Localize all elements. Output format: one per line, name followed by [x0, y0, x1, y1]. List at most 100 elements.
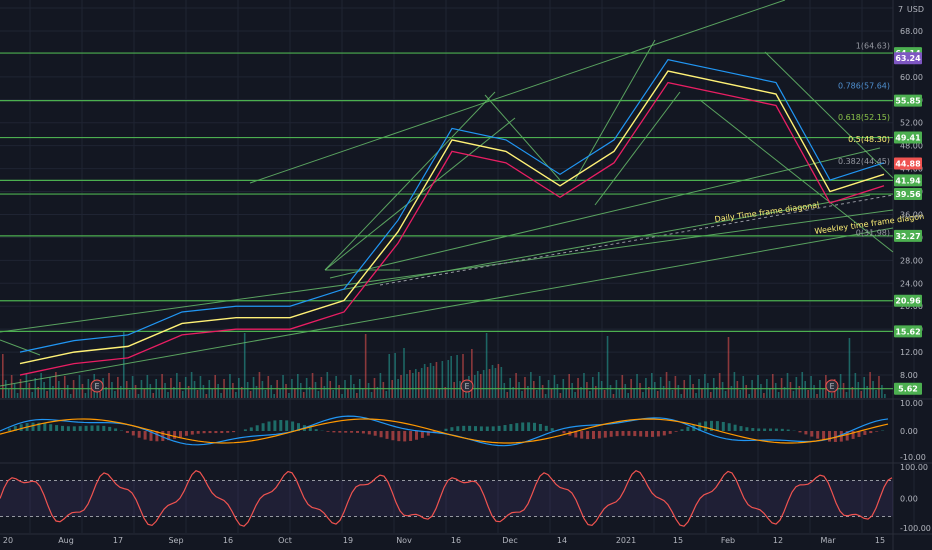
descending-channel-lower[interactable] — [764, 51, 894, 179]
macd-histogram-bar — [686, 426, 690, 431]
trendlines[interactable] — [0, 0, 894, 387]
volume-bar — [583, 373, 585, 398]
price-badge[interactable] — [894, 131, 922, 144]
volume-bar — [795, 377, 798, 398]
volume-bar — [252, 377, 255, 398]
volume-bar — [884, 394, 886, 398]
volume-bar — [485, 333, 488, 398]
volume-bar — [453, 382, 455, 398]
volume-bar — [695, 393, 697, 398]
volume-bar — [152, 393, 155, 398]
time-axis[interactable]: 20 Aug 17 Sep 16 Oct 19 Nov 16 Dec 14 2021 15 Feb 12 Ma… — [3, 536, 885, 545]
volume-bar — [621, 375, 624, 398]
volume-bar — [267, 376, 270, 398]
dashed-diagonal[interactable] — [379, 194, 894, 286]
price-tick-label: 20.00 — [900, 302, 923, 311]
january-trend-line[interactable] — [594, 91, 681, 206]
volume-bar — [677, 385, 680, 398]
volume-bar — [58, 381, 60, 398]
ema-mid-line — [19, 70, 885, 365]
descending-channel-upper[interactable] — [699, 99, 894, 253]
macd-histogram-bar — [415, 431, 418, 440]
volume-bar — [258, 372, 261, 398]
macd-histogram-bar — [468, 425, 472, 431]
early-trend-line[interactable] — [0, 339, 41, 356]
volume-bar — [270, 385, 273, 398]
volume-bar — [161, 374, 163, 398]
volume-bar — [656, 391, 659, 398]
macd-histogram-bar — [43, 423, 47, 431]
volume-bar — [866, 386, 868, 398]
volume-bar — [114, 391, 116, 398]
volume-bar — [783, 387, 786, 398]
macd-histogram-bar — [763, 428, 767, 431]
price-badge[interactable] — [894, 325, 922, 338]
volume-bar — [479, 374, 482, 398]
volume-bar — [671, 390, 674, 398]
macd-histogram-bar — [243, 429, 247, 431]
volume-bar — [420, 368, 423, 398]
macd-histogram-bar — [338, 431, 342, 433]
volume-bar — [385, 391, 388, 398]
currency-label: USD — [907, 5, 924, 14]
macd-histogram-bar — [273, 420, 277, 431]
volume-bar — [869, 372, 871, 398]
macd-histogram-bar — [214, 431, 218, 434]
volume-bar — [317, 391, 320, 398]
volume-bar — [229, 374, 231, 398]
volume-bar — [488, 369, 491, 398]
volume-bar — [214, 375, 216, 398]
earnings-marker-icon[interactable] — [460, 379, 474, 393]
volume-bar — [724, 391, 727, 398]
macd-histogram-bar — [391, 431, 395, 441]
volume-bar — [653, 382, 656, 398]
volume-bar — [860, 391, 863, 398]
price-badge-label: 32.27 — [895, 232, 920, 241]
price-badge[interactable] — [894, 174, 922, 187]
price-tick-label: 8.00 — [900, 371, 918, 380]
time-tick-label: Aug — [58, 536, 74, 545]
macd-histogram-bar — [857, 431, 861, 437]
price-badge[interactable] — [894, 157, 922, 170]
price-badge[interactable] — [894, 94, 922, 107]
price-badge[interactable] — [894, 188, 922, 201]
price-badge[interactable] — [894, 382, 922, 395]
volume-bar — [190, 372, 193, 398]
macd-histogram-bar — [851, 431, 855, 439]
volume-bar — [497, 364, 500, 398]
macd-histogram-bar — [49, 424, 53, 431]
volume-bar — [314, 382, 317, 398]
price-badge[interactable] — [894, 294, 922, 307]
price-badge[interactable] — [894, 229, 922, 242]
earnings-marker-icon[interactable] — [825, 379, 839, 393]
volume-bar — [645, 378, 647, 398]
price-badge-label: 20.96 — [895, 297, 921, 306]
volume-bar — [624, 384, 627, 398]
macd-histogram-bar — [497, 425, 501, 431]
macd-histogram-bar — [332, 431, 336, 433]
macd-tick-label: -10.00 — [900, 453, 926, 462]
support-resistance-lines[interactable] — [0, 52, 893, 390]
oscillator-band — [0, 480, 893, 517]
macd-histogram-bar — [698, 422, 702, 431]
volume-bar — [255, 386, 258, 398]
volume-bar — [606, 336, 609, 398]
price-badge[interactable] — [894, 52, 922, 65]
upper-channel-line[interactable] — [249, 0, 786, 184]
price-badge-label: 39.56 — [895, 190, 921, 199]
fan-line-lower[interactable] — [339, 194, 871, 291]
price-axis[interactable]: USD768.0060.0056.0052.0048.0044.0040.003… — [894, 5, 931, 533]
volume-bar — [659, 377, 662, 398]
macd-histogram-bar — [810, 431, 814, 437]
volume-bar — [807, 390, 809, 398]
earnings-marker-icon[interactable] — [90, 379, 104, 393]
volume-bar — [249, 391, 252, 398]
macd-histogram-bar — [397, 431, 401, 442]
volume-bar — [521, 391, 523, 398]
volume-bar — [367, 383, 370, 398]
lower-channel-line[interactable] — [0, 227, 894, 387]
macd-histogram-bar — [491, 426, 495, 431]
